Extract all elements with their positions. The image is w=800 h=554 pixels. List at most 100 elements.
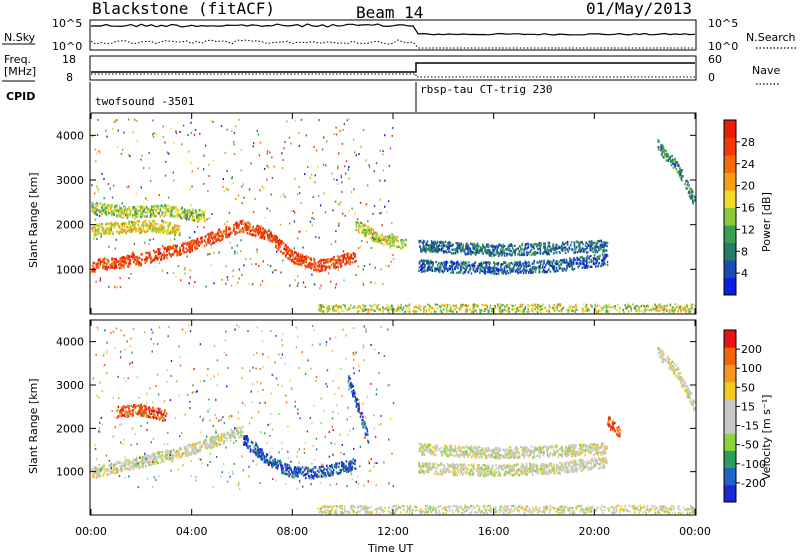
scatter-cell <box>139 207 142 210</box>
scatter-cell <box>547 308 550 311</box>
scatter-cell <box>382 150 384 153</box>
scatter-cell <box>200 217 202 220</box>
scatter-cell <box>292 252 295 255</box>
scatter-cell <box>196 218 198 221</box>
scatter-cell <box>638 310 641 313</box>
scatter-cell <box>93 237 95 240</box>
scatter-cell <box>471 264 474 267</box>
scatter-cell <box>581 266 584 269</box>
scatter-cell <box>452 304 454 307</box>
scatter-cell <box>198 441 200 444</box>
scatter-cell <box>581 260 584 263</box>
nsearch-tick-low: 10^0 <box>708 40 738 53</box>
scatter-cell <box>132 206 134 209</box>
scatter-cell <box>597 257 599 260</box>
scatter-cell <box>354 151 356 154</box>
scatter-cell <box>340 305 342 308</box>
scatter-cell <box>186 216 188 220</box>
scatter-cell <box>362 129 365 132</box>
scatter-cell <box>475 267 478 271</box>
scatter-cell <box>234 250 236 253</box>
scatter-cell <box>140 262 142 265</box>
scatter-cell <box>349 306 352 309</box>
scatter-cell <box>171 455 174 458</box>
scatter-cell <box>493 307 495 310</box>
scatter-cell <box>208 217 211 220</box>
scatter-cell <box>191 218 194 222</box>
scatter-cell <box>575 308 578 311</box>
scatter-cell <box>152 458 154 462</box>
scatter-cell <box>282 259 284 262</box>
scatter-cell <box>572 268 574 271</box>
scatter-cell <box>174 215 176 218</box>
scatter-cell <box>482 246 484 249</box>
scatter-cell <box>563 243 566 246</box>
scatter-cell <box>174 246 177 249</box>
scatter-cell <box>455 306 458 309</box>
scatter-cell <box>232 182 234 185</box>
scatter-cell <box>157 251 160 254</box>
scatter-cell <box>426 267 429 270</box>
scatter-cell <box>512 247 514 250</box>
scatter-cell <box>382 153 384 156</box>
scatter-cell <box>131 230 133 233</box>
scatter-cell <box>437 245 440 248</box>
scatter-cell <box>493 269 496 272</box>
scatter-cell <box>473 246 475 249</box>
scatter-cell <box>588 309 591 312</box>
scatter-cell <box>96 152 98 155</box>
scatter-cell <box>191 246 193 250</box>
scatter-cell <box>360 221 362 224</box>
scatter-cell <box>280 250 282 253</box>
scatter-cell <box>546 253 549 256</box>
scatter-cell <box>690 187 692 191</box>
scatter-cell <box>552 267 555 271</box>
scatter-cell <box>163 228 166 231</box>
scatter-cell <box>365 308 368 311</box>
scatter-cell <box>533 260 535 263</box>
scatter-cell <box>158 226 160 229</box>
scatter-cell <box>161 269 164 272</box>
scatter-cell <box>337 167 339 170</box>
scatter-cell <box>330 304 333 307</box>
scatter-cell <box>135 221 138 224</box>
scatter-cell <box>602 245 604 249</box>
scatter-cell <box>318 236 320 239</box>
scatter-cell <box>203 214 205 218</box>
scatter-cell <box>133 226 136 229</box>
scatter-cell <box>439 241 441 244</box>
nsearch-tick-high: 10^5 <box>708 17 738 30</box>
scatter-cell <box>119 468 122 472</box>
scatter-cell <box>539 251 542 255</box>
scatter-cell <box>447 242 449 245</box>
scatter-cell <box>176 253 179 256</box>
scatter-cell <box>372 237 375 240</box>
scatter-cell <box>680 309 682 312</box>
scatter-cell <box>138 261 141 264</box>
scatter-cell <box>449 250 451 254</box>
scatter-cell <box>530 253 533 257</box>
scatter-cell <box>668 156 670 160</box>
scatter-cell <box>325 164 327 167</box>
scatter-cell <box>354 253 357 256</box>
scatter-cell <box>175 208 178 211</box>
scatter-cell <box>473 306 476 309</box>
scatter-cell <box>167 210 169 213</box>
scatter-cell <box>270 231 272 234</box>
scatter-cell <box>103 197 105 200</box>
scatter-cell <box>232 269 234 272</box>
scatter-cell <box>116 260 118 263</box>
scatter-cell <box>340 201 342 204</box>
scatter-cell <box>562 269 564 272</box>
scatter-cell <box>248 188 251 191</box>
scatter-cell <box>487 268 490 271</box>
cpid-program-1: twofsound -3501 <box>95 95 194 108</box>
scatter-cell <box>668 308 671 311</box>
scatter-cell <box>522 248 524 251</box>
scatter-cell <box>127 226 130 229</box>
scatter-cell <box>176 244 178 248</box>
scatter-cell <box>353 306 356 309</box>
scatter-cell <box>531 262 534 265</box>
scatter-cell <box>124 463 127 466</box>
scatter-cell <box>515 307 518 310</box>
